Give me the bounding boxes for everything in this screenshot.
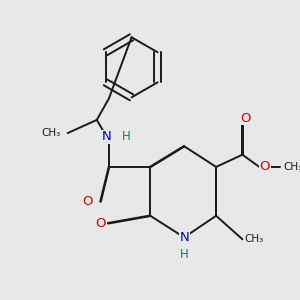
Text: CH₃: CH₃ bbox=[244, 234, 263, 244]
Text: CH₃: CH₃ bbox=[284, 162, 300, 172]
Text: O: O bbox=[82, 195, 93, 208]
Text: O: O bbox=[260, 160, 270, 173]
Text: H: H bbox=[122, 130, 130, 143]
Text: H: H bbox=[180, 248, 188, 261]
Text: N: N bbox=[179, 231, 189, 244]
Text: N: N bbox=[102, 130, 112, 143]
Text: O: O bbox=[240, 112, 250, 124]
Text: CH₃: CH₃ bbox=[41, 128, 60, 138]
Text: O: O bbox=[95, 217, 106, 230]
